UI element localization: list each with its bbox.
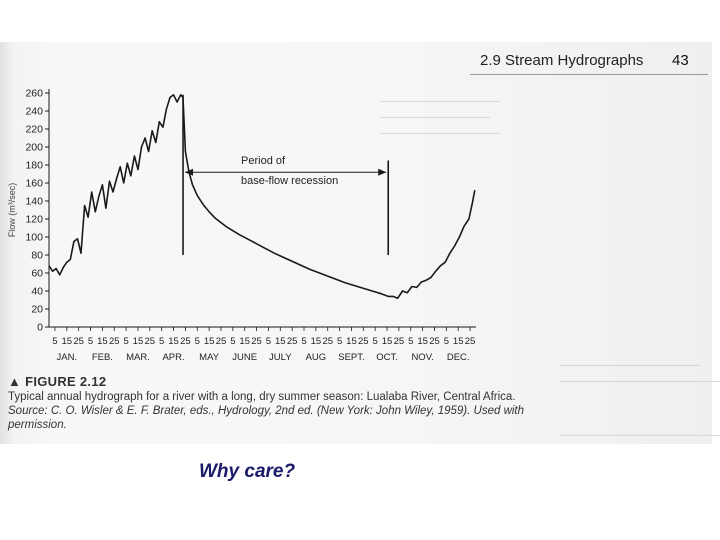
x-tick-label: 5 bbox=[373, 336, 378, 347]
y-axis-label: Flow (m³/sec) bbox=[7, 183, 17, 238]
header-rule bbox=[470, 74, 708, 75]
x-tick-label: 25 bbox=[109, 336, 120, 347]
x-month-label: FEB. bbox=[92, 352, 113, 363]
x-tick-label: 25 bbox=[287, 336, 298, 347]
x-tick-label: 5 bbox=[266, 336, 271, 347]
hydrograph-line bbox=[48, 94, 476, 299]
x-tick-label: 15 bbox=[382, 336, 393, 347]
x-tick-label: 15 bbox=[62, 336, 73, 347]
bleed-through-text: —————————————— bbox=[560, 360, 700, 371]
y-tick-label: 160 bbox=[25, 178, 43, 190]
x-tick-label: 5 bbox=[123, 336, 128, 347]
scanned-page bbox=[0, 42, 712, 444]
x-tick-label: 5 bbox=[88, 336, 93, 347]
x-tick-label: 25 bbox=[73, 336, 84, 347]
y-tick-label: 20 bbox=[31, 304, 43, 316]
x-tick-label: 5 bbox=[408, 336, 413, 347]
x-month-label: MAY bbox=[199, 352, 220, 363]
x-tick-label: 25 bbox=[251, 336, 262, 347]
x-tick-label: 5 bbox=[159, 336, 164, 347]
y-tick-label: 100 bbox=[25, 232, 43, 244]
x-tick-label: 15 bbox=[239, 336, 250, 347]
x-tick-label: 25 bbox=[216, 336, 227, 347]
x-tick-label: 5 bbox=[444, 336, 449, 347]
bleed-through-text: ———————————————— bbox=[560, 430, 720, 441]
y-tick-label: 180 bbox=[25, 160, 43, 172]
x-tick-label: 5 bbox=[301, 336, 306, 347]
recession-arrowhead-right bbox=[378, 168, 387, 176]
annotation-text: base-flow recession bbox=[241, 175, 338, 187]
y-tick-label: 200 bbox=[25, 142, 43, 154]
figure-label: ▲ FIGURE 2.12 bbox=[8, 374, 107, 389]
page-number: 43 bbox=[672, 52, 689, 69]
x-tick-label: 5 bbox=[230, 336, 235, 347]
x-tick-label: 25 bbox=[465, 336, 476, 347]
x-tick-label: 5 bbox=[195, 336, 200, 347]
x-tick-label: 15 bbox=[275, 336, 286, 347]
y-tick-label: 80 bbox=[31, 250, 43, 262]
x-month-label: NOV. bbox=[411, 352, 433, 363]
x-tick-label: 25 bbox=[145, 336, 156, 347]
x-month-label: SEPT. bbox=[338, 352, 364, 363]
x-tick-label: 5 bbox=[52, 336, 57, 347]
x-tick-label: 15 bbox=[311, 336, 322, 347]
slide-caption: Why care? bbox=[199, 461, 296, 482]
x-month-label: OCT. bbox=[376, 352, 398, 363]
x-month-label: DEC. bbox=[447, 352, 470, 363]
recession-arrowhead-left bbox=[185, 168, 194, 176]
y-tick-label: 40 bbox=[31, 286, 43, 298]
y-tick-label: 60 bbox=[31, 268, 43, 280]
y-tick-label: 240 bbox=[25, 106, 43, 118]
x-tick-label: 5 bbox=[337, 336, 342, 347]
y-tick-label: 120 bbox=[25, 214, 43, 226]
x-tick-label: 25 bbox=[429, 336, 440, 347]
section-title: 2.9 Stream Hydrographs bbox=[480, 52, 644, 69]
bleed-through-text: ——————————— bbox=[380, 112, 490, 123]
x-tick-label: 15 bbox=[133, 336, 144, 347]
bleed-through-text: ———————————— bbox=[380, 96, 500, 107]
figure-caption: Typical annual hydrograph for a river wi… bbox=[8, 391, 516, 403]
bleed-through-text: ———————————— bbox=[380, 128, 500, 139]
y-tick-label: 220 bbox=[25, 124, 43, 136]
annotation-text: Period of bbox=[241, 155, 286, 167]
x-month-label: JUNE bbox=[232, 352, 257, 363]
x-tick-label: 15 bbox=[417, 336, 428, 347]
bleed-through-text: ———————————————— bbox=[560, 376, 720, 387]
y-tick-label: 140 bbox=[25, 196, 43, 208]
x-tick-label: 15 bbox=[168, 336, 179, 347]
x-month-label: AUG bbox=[306, 352, 327, 363]
hydrograph-chart: 0 20 40 60 80 100 120 140 160 180 200 220 240 260 Flow… bbox=[7, 88, 476, 363]
x-tick-label: 25 bbox=[322, 336, 333, 347]
x-tick-label: 15 bbox=[204, 336, 215, 347]
x-month-label: MAR. bbox=[126, 352, 150, 363]
x-tick-label: 15 bbox=[97, 336, 108, 347]
y-tick-label: 0 bbox=[37, 322, 43, 334]
y-tick-label: 260 bbox=[25, 88, 43, 100]
x-month-label: JAN. bbox=[56, 352, 77, 363]
x-tick-label: 15 bbox=[453, 336, 464, 347]
x-tick-label: 25 bbox=[180, 336, 191, 347]
x-month-label: APR. bbox=[162, 352, 184, 363]
x-tick-label: 25 bbox=[358, 336, 369, 347]
figure-source: Source: C. O. Wisler & E. F. Brater, eds… bbox=[8, 405, 525, 431]
x-month-label: JULY bbox=[269, 352, 292, 363]
x-tick-label: 15 bbox=[346, 336, 357, 347]
x-tick-label: 25 bbox=[394, 336, 405, 347]
